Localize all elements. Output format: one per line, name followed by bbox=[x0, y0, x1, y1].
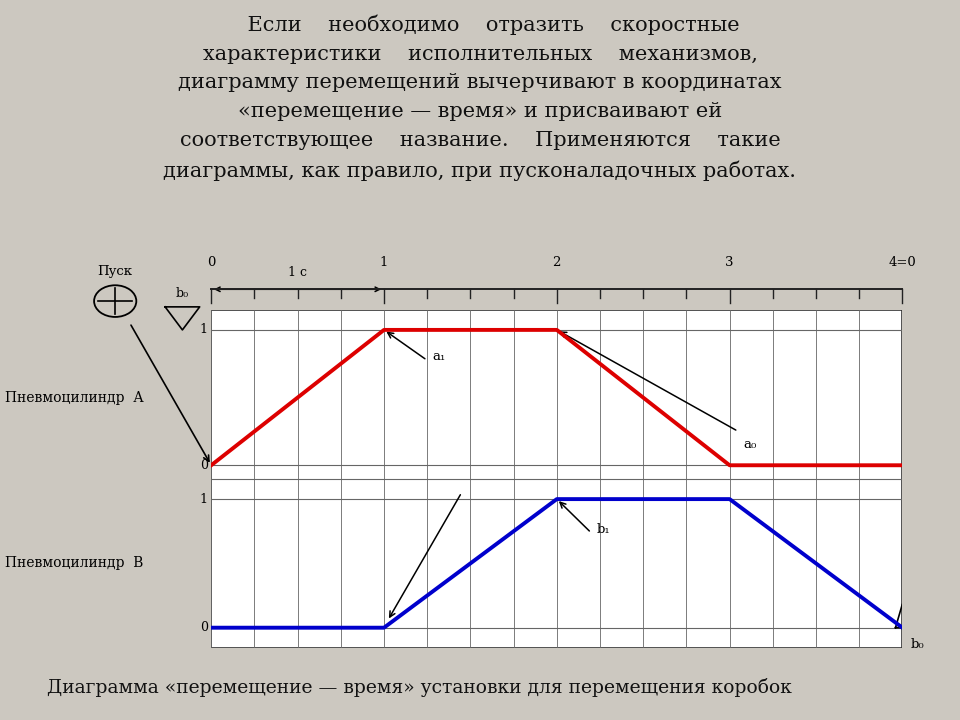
Text: 3: 3 bbox=[726, 256, 733, 269]
Text: 1: 1 bbox=[200, 492, 207, 505]
Text: b₀: b₀ bbox=[911, 638, 924, 651]
Text: a₀: a₀ bbox=[743, 438, 756, 451]
Text: Диаграмма «перемещение — время» установки для перемещения коробок: Диаграмма «перемещение — время» установк… bbox=[47, 678, 792, 697]
Text: 4=0: 4=0 bbox=[889, 256, 916, 269]
Text: 0: 0 bbox=[207, 256, 215, 269]
Text: Пневмоцилиндр  В: Пневмоцилиндр В bbox=[5, 557, 143, 570]
Text: 0: 0 bbox=[200, 459, 207, 472]
Text: 1 с: 1 с bbox=[288, 266, 307, 279]
Text: Пуск: Пуск bbox=[98, 265, 132, 278]
Text: Пневмоцилиндр  А: Пневмоцилиндр А bbox=[5, 390, 144, 405]
Text: Если    необходимо    отразить    скоростные
характеристики    исполнительных   : Если необходимо отразить скоростные хара… bbox=[163, 14, 797, 181]
Text: 1: 1 bbox=[380, 256, 388, 269]
Text: b₀: b₀ bbox=[176, 287, 189, 300]
Text: 2: 2 bbox=[553, 256, 561, 269]
Text: a₁: a₁ bbox=[432, 351, 445, 364]
Text: 0: 0 bbox=[200, 621, 207, 634]
Text: 1: 1 bbox=[200, 323, 207, 336]
Text: b₁: b₁ bbox=[596, 523, 611, 536]
